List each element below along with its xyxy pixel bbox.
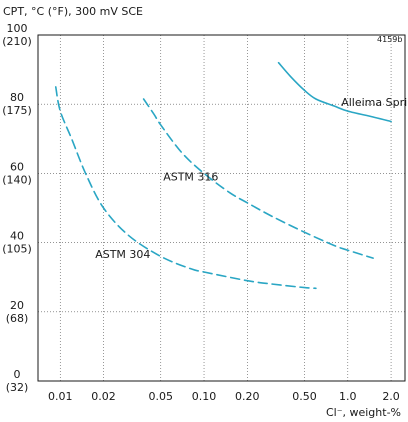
x-tick-label: 0.10 [192,390,217,403]
series-label-astm-316: ASTM 316 [163,170,218,183]
series-labels: Alleima Springflex ASTM 316 ASTM 304 [95,96,408,261]
series-label-alleima-springflex: Alleima Springflex [341,96,408,109]
y-tick-label-celsius: 100 [7,22,28,35]
series [54,61,392,290]
series-label-astm-304: ASTM 304 [95,248,150,261]
y-tick-label-celsius: 60 [10,160,24,173]
y-tick-label-celsius: 20 [10,299,24,312]
plot-frame [37,34,406,382]
series-line-alleima-springflex [277,61,392,123]
grid [38,35,405,381]
x-tick-label: 0.05 [149,390,174,403]
y-tick-label-fahrenheit: (105) [2,243,32,256]
figure-id-label: 4159b [377,35,402,44]
y-tick-label-fahrenheit: (68) [6,312,29,325]
axis-ticks: 0.01 0.02 0.05 0.10 0.20 0.50 1.0 2.0 0(32) 20(68… [2,22,400,403]
y-tick-label-fahrenheit: (210) [2,35,32,48]
y-tick-label-celsius: 40 [10,230,24,243]
x-tick-label: 0.20 [235,390,260,403]
y-axis-title: CPT, °C (°F), 300 mV SCE [3,5,143,18]
y-tick-label-fahrenheit: (32) [6,381,29,394]
x-tick-label: 0.02 [91,390,116,403]
x-axis-title: Cl⁻, weight-% [326,406,401,419]
y-tick-label-fahrenheit: (140) [2,173,32,186]
series-line-astm-304 [54,86,317,290]
series-line-astm-316 [142,98,374,259]
x-tick-label: 1.0 [339,390,357,403]
x-tick-label: 2.0 [382,390,400,403]
y-tick-label-fahrenheit: (175) [2,104,32,117]
x-tick-label: 0.50 [292,390,317,403]
y-tick-label-celsius: 0 [14,368,21,381]
x-tick-label: 0.01 [48,390,73,403]
y-tick-label-celsius: 80 [10,91,24,104]
